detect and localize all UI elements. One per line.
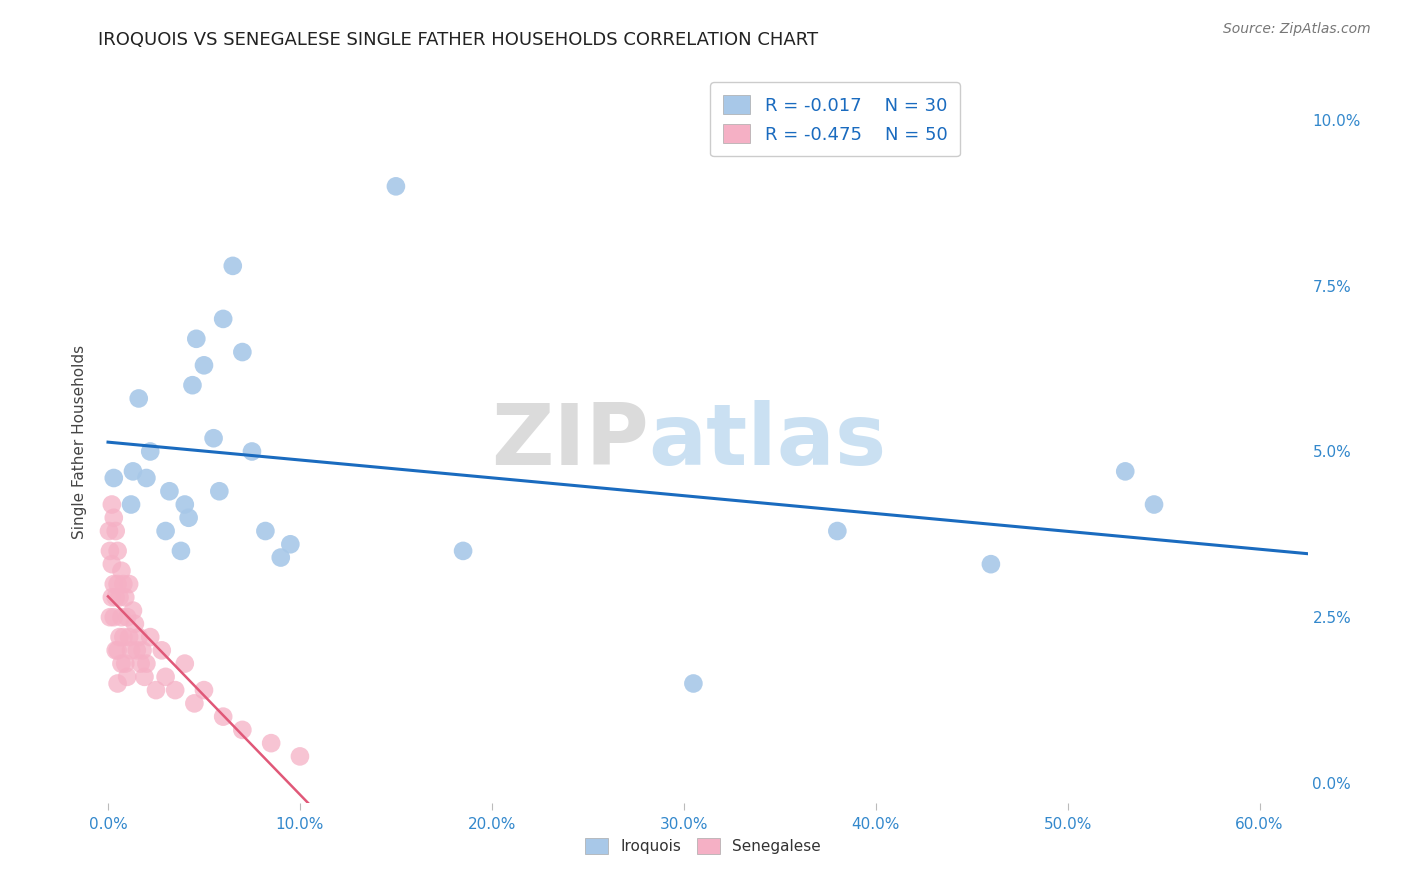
Point (103, 510, 125, 524)
Point (135, 471, 157, 485)
Point (108, 591, 131, 605)
Point (107, 577, 129, 591)
Point (103, 471, 125, 485)
Point (173, 657, 195, 671)
Point (104, 524, 127, 538)
Point (451, 544, 474, 558)
Legend: Iroquois, Senegalese: Iroquois, Senegalese (579, 832, 827, 860)
Point (115, 610, 138, 624)
Point (159, 484, 181, 499)
Point (110, 564, 132, 578)
Point (150, 643, 173, 657)
Point (107, 676, 129, 690)
Point (108, 630, 131, 644)
Point (139, 630, 162, 644)
Point (114, 657, 136, 671)
Point (231, 723, 253, 737)
Point (128, 392, 150, 406)
Point (212, 709, 235, 723)
Point (202, 431, 225, 445)
Point (208, 484, 231, 499)
Text: atlas: atlas (648, 400, 887, 483)
Point (135, 657, 157, 671)
Point (120, 643, 142, 657)
Point (129, 657, 152, 671)
Point (173, 498, 195, 512)
Point (115, 670, 138, 684)
Y-axis label: Single Father Households: Single Father Households (72, 344, 87, 539)
Point (385, 179, 408, 194)
Point (1143, 498, 1166, 512)
Point (145, 683, 167, 698)
Point (177, 510, 200, 524)
Point (280, 537, 302, 551)
Point (183, 697, 205, 711)
Point (110, 610, 132, 624)
Point (682, 676, 704, 690)
Point (155, 670, 177, 684)
Point (260, 736, 283, 750)
Point (120, 498, 142, 512)
Point (118, 577, 141, 591)
Point (193, 683, 215, 698)
Point (131, 643, 153, 657)
Point (181, 378, 204, 392)
Point (128, 630, 150, 644)
Point (98, 544, 121, 558)
Point (170, 544, 193, 558)
Point (107, 544, 129, 558)
Point (193, 359, 215, 373)
Point (186, 332, 208, 346)
Point (112, 630, 135, 644)
Point (101, 557, 124, 571)
Point (104, 591, 127, 605)
Point (231, 345, 253, 359)
Point (104, 643, 127, 657)
Point (122, 603, 145, 617)
Point (124, 616, 146, 631)
Point (112, 577, 135, 591)
Point (212, 312, 235, 326)
Point (134, 670, 156, 684)
Point (110, 657, 132, 671)
Point (288, 749, 311, 764)
Point (165, 683, 187, 698)
Point (98, 524, 121, 538)
Point (103, 610, 125, 624)
Point (980, 557, 1002, 571)
Point (1114, 464, 1136, 478)
Point (114, 591, 136, 605)
Point (101, 498, 124, 512)
Point (98, 610, 121, 624)
Point (270, 550, 292, 565)
Text: IROQUOIS VS SENEGALESE SINGLE FATHER HOUSEHOLDS CORRELATION CHART: IROQUOIS VS SENEGALESE SINGLE FATHER HOU… (98, 31, 818, 49)
Point (125, 643, 148, 657)
Point (155, 524, 177, 538)
Point (118, 630, 141, 644)
Point (827, 524, 849, 538)
Point (107, 643, 129, 657)
Point (122, 464, 145, 478)
Point (101, 591, 124, 605)
Point (139, 444, 162, 458)
Point (240, 444, 263, 458)
Point (222, 259, 245, 273)
Text: Source: ZipAtlas.com: Source: ZipAtlas.com (1223, 22, 1371, 37)
Text: ZIP: ZIP (491, 400, 648, 483)
Point (103, 577, 125, 591)
Point (254, 524, 277, 538)
